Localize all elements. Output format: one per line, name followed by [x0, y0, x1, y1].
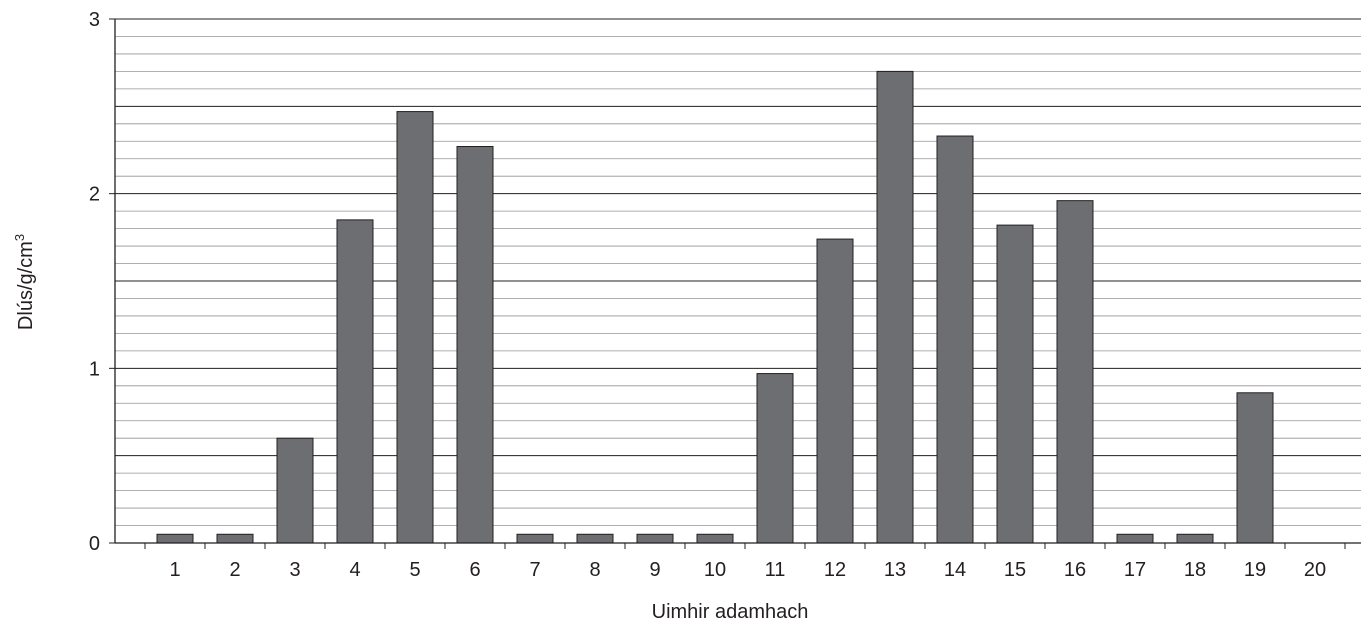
bar-9	[636, 533, 674, 544]
x-axis-title: Uimhir adamhach	[652, 601, 809, 623]
x-tick-label: 14	[944, 559, 966, 581]
grid-lines	[115, 18, 1361, 526]
x-tick-label: 1	[169, 559, 180, 581]
bar-1	[156, 533, 194, 544]
bar-13	[876, 70, 914, 544]
x-tick-label: 18	[1184, 559, 1206, 581]
x-tick-label: 10	[704, 559, 726, 581]
x-tick-label: 5	[409, 559, 420, 581]
x-tick-label: 15	[1004, 559, 1026, 581]
bar-15	[996, 224, 1034, 544]
bar-5	[396, 111, 434, 544]
x-tick-label: 9	[649, 559, 660, 581]
y-axis-title-superscript: 3	[12, 234, 27, 241]
bar-19	[1236, 392, 1274, 544]
x-tick-label: 17	[1124, 559, 1146, 581]
y-axis-title-main: Dlús/g/cm	[15, 241, 37, 330]
y-axis-title: Dlús/g/cm3	[12, 234, 37, 330]
bar-17	[1116, 533, 1154, 544]
x-tick-label: 4	[349, 559, 360, 581]
y-tick-label: 1	[89, 358, 100, 380]
x-tick-label: 7	[529, 559, 540, 581]
bar-series	[156, 70, 1274, 544]
bar-8	[576, 533, 614, 544]
bar-16	[1056, 200, 1094, 544]
bar-14	[936, 135, 974, 544]
x-tick-label: 20	[1304, 559, 1326, 581]
bar-4	[336, 219, 374, 544]
y-tick-labels: 0 1 2 3	[89, 9, 100, 555]
x-tick-label: 6	[469, 559, 480, 581]
bar-18	[1176, 533, 1214, 544]
bar-2	[216, 533, 254, 544]
x-tick-label: 11	[765, 559, 786, 581]
y-tick-label: 3	[89, 9, 100, 31]
bar-10	[696, 533, 734, 544]
bar-12	[816, 238, 854, 544]
bar-6	[456, 146, 494, 544]
x-tick-label: 16	[1064, 559, 1086, 581]
x-tick-label: 12	[824, 559, 846, 581]
x-tick-label: 13	[884, 559, 906, 581]
x-tick-label: 19	[1244, 559, 1266, 581]
bar-3	[276, 437, 314, 544]
y-tick-label: 2	[89, 184, 100, 206]
y-tick-label: 0	[89, 533, 100, 555]
x-tick-label: 2	[229, 559, 240, 581]
axes	[109, 18, 1361, 549]
bar-11	[756, 373, 794, 544]
x-tick-label: 8	[589, 559, 600, 581]
bar-7	[516, 533, 554, 544]
x-tick-labels: 1 2 3 4 5 6 7 8 9 10 11 12 13 14 15 16 17 18 19 20	[169, 559, 1326, 581]
x-tick-label: 3	[289, 559, 300, 581]
